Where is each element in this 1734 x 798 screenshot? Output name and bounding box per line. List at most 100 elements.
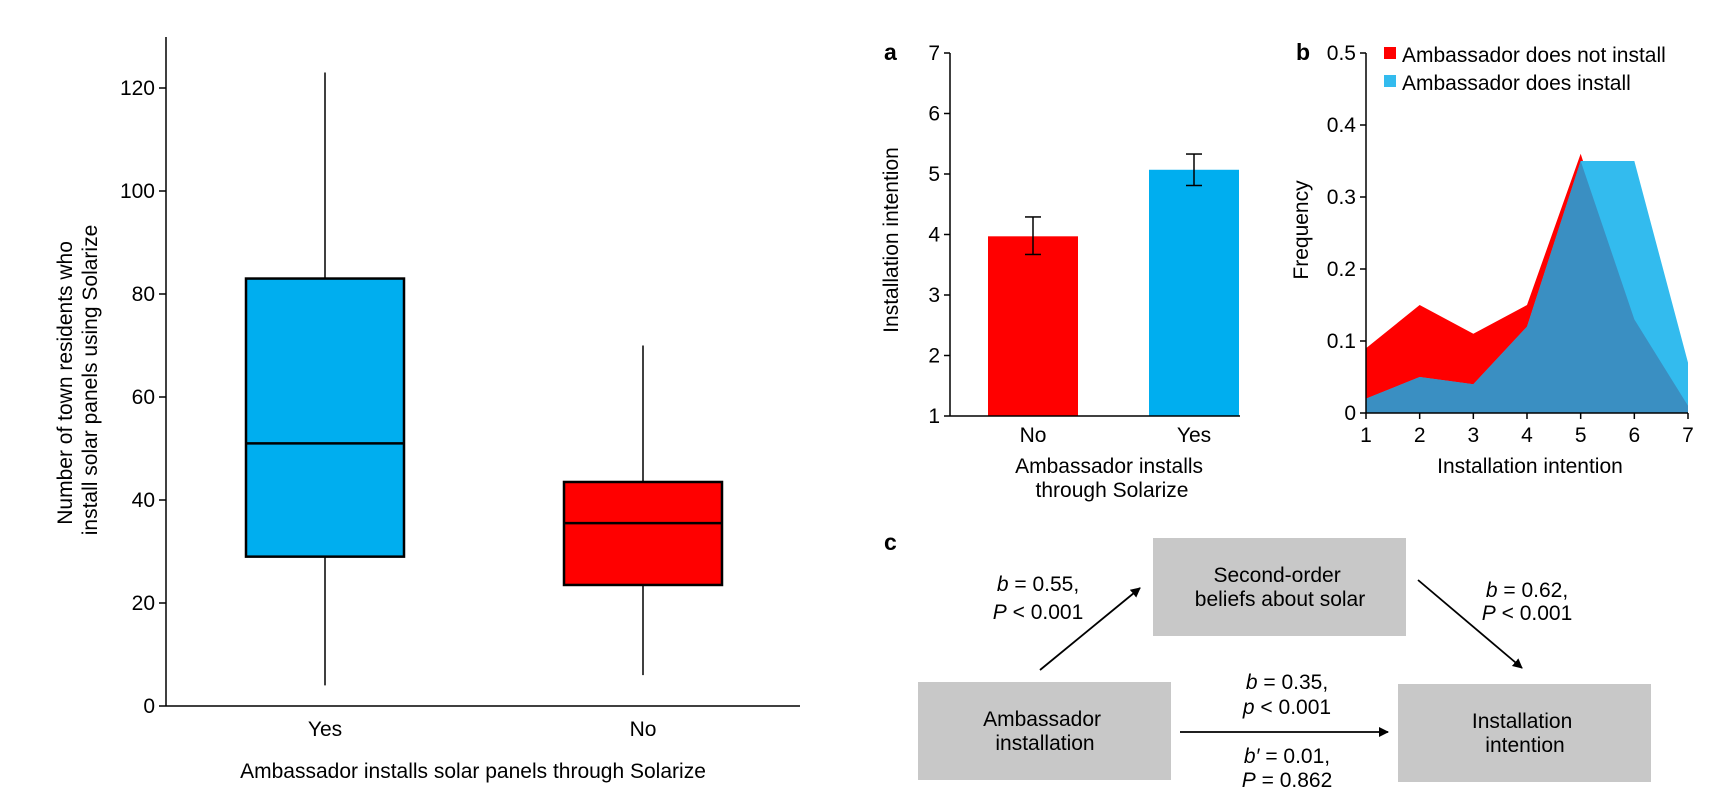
target-node [1398, 684, 1651, 782]
panel-b-xtick-label: 4 [1521, 424, 1533, 447]
boxplot-ytick-label: 60 [132, 386, 155, 409]
panel-b-y-ticks: 0 0.1 0.2 0.3 0.4 0.5 [1327, 42, 1366, 425]
path-b-p-value: < 0.001 [1496, 602, 1572, 625]
panel-b-xtick-label: 6 [1628, 424, 1640, 447]
path-c-total-b-value: = 0.35, [1258, 671, 1329, 694]
panel-b-ytick-label: 0.2 [1327, 258, 1356, 281]
bar [1149, 169, 1239, 416]
path-a-pvalue: P < 0.001 [993, 601, 1084, 624]
box-body [244, 277, 406, 558]
boxplot-ytick-label: 40 [132, 489, 155, 512]
path-a-coefficient: b = 0.55, [997, 573, 1079, 596]
panel-b-ytick-label: 0.3 [1327, 186, 1356, 209]
panel-b-ytick-label: 0.4 [1327, 114, 1357, 137]
panel-b-ytick-label: 0.5 [1327, 42, 1356, 65]
boxplot-xtick-label: No [630, 718, 657, 741]
mediator-node-label: Second-order beliefs about solar [1195, 564, 1365, 611]
panel-c-label: c [884, 529, 897, 555]
panel-b-xtick-label: 3 [1467, 424, 1479, 447]
panel-b-xtick-label: 1 [1360, 424, 1372, 447]
path-c-direct-b-value: = 0.01, [1259, 745, 1330, 768]
panel-b-label: b [1296, 39, 1310, 65]
boxplot-chart: 0 20 40 60 80 100 120 Yes No Ambassador instal… [54, 37, 800, 783]
path-a-p-value: < 0.001 [1007, 601, 1083, 624]
panel-a-ytick-label: 6 [928, 103, 940, 126]
area-overlap [1366, 161, 1688, 413]
panel-b-xtick-label: 5 [1575, 424, 1587, 447]
boxplot-y-axis-label: Number of town residents who install sol… [54, 225, 102, 536]
bar [988, 236, 1078, 416]
bars-layer [988, 153, 1239, 416]
panel-b-legend: Ambassador does not install Ambassador d… [1384, 44, 1666, 95]
panel-a-x-axis-label: Ambassador installs through Solarize [1015, 455, 1209, 502]
panel-c-mediation-diagram: c Second-order beliefs about solar Ambas… [884, 529, 1651, 792]
boxplot-y-axis-label-line: install solar panels using Solarize [79, 225, 102, 536]
panel-a-ytick-label: 3 [928, 284, 940, 307]
path-a-b-symbol: b [997, 573, 1009, 596]
legend-swatch-blue [1384, 75, 1396, 87]
path-c-total-pvalue: p < 0.001 [1242, 696, 1331, 719]
boxplot-ytick-label: 20 [132, 592, 155, 615]
mediator-node-label-line: beliefs about solar [1195, 588, 1365, 611]
panel-b-x-axis-label: Installation intention [1437, 455, 1623, 478]
target-node-label-line: Installation [1472, 710, 1572, 733]
panel-b-xtick-label: 7 [1682, 424, 1694, 447]
boxplot-ytick-label: 120 [120, 77, 155, 100]
path-b-coefficient: b = 0.62, [1486, 579, 1568, 602]
path-c-direct-p-value: = 0.862 [1256, 769, 1332, 792]
path-b-b-value: = 0.62, [1498, 579, 1569, 602]
path-c-direct-p-symbol: P [1242, 769, 1256, 792]
panel-a-bar-chart: a 1 2 3 4 5 6 7 No Yes Ambassador installs thr… [880, 39, 1240, 502]
panel-b-x-ticks: 1 2 3 4 5 6 7 [1360, 413, 1694, 447]
panel-a-xtick-label: Yes [1177, 424, 1211, 447]
legend-label: Ambassador does not install [1402, 44, 1666, 67]
legend-label: Ambassador does install [1402, 72, 1631, 95]
panel-a-x-axis-label-line: through Solarize [1036, 479, 1189, 502]
target-node-label: Installation intention [1472, 710, 1578, 757]
box-layer [244, 72, 724, 686]
panel-b-area-chart: b 0 0.1 0.2 0.3 0.4 0.5 1 2 3 4 5 6 7 Installation … [1290, 39, 1694, 478]
panel-a-ytick-label: 7 [928, 42, 940, 65]
path-a-p-symbol: P [993, 601, 1007, 624]
panel-a-ytick-label: 5 [928, 163, 940, 186]
panel-b-ytick-label: 0.1 [1327, 330, 1356, 353]
path-c-total-b-symbol: b [1246, 671, 1258, 694]
panel-b-xtick-label: 2 [1414, 424, 1426, 447]
path-a-b-value: = 0.55, [1009, 573, 1080, 596]
source-node-label-line: installation [995, 732, 1094, 755]
path-c-total-p-value: < 0.001 [1255, 696, 1331, 719]
panel-a-label: a [884, 39, 897, 65]
arrow-source-to-mediator [1039, 587, 1141, 671]
panel-b-y-axis-label: Frequency [1290, 180, 1313, 280]
mediator-node [1153, 538, 1406, 636]
path-c-direct-coefficient: b′ = 0.01, [1244, 745, 1330, 768]
boxplot-x-axis-label: Ambassador installs solar panels through… [240, 760, 706, 783]
source-node-label: Ambassador installation [983, 708, 1107, 755]
boxplot-ytick-label: 100 [120, 180, 155, 203]
mediator-node-label-line: Second-order [1213, 564, 1340, 587]
box-body [562, 480, 724, 587]
source-node [918, 682, 1171, 780]
path-c-total-p-symbol: p [1242, 696, 1255, 719]
source-node-label-line: Ambassador [983, 708, 1101, 731]
panel-a-ytick-label: 4 [928, 224, 940, 247]
boxplot-y-ticks: 0 20 40 60 80 100 120 [120, 77, 166, 718]
path-c-direct-b-symbol: b′ [1244, 745, 1261, 768]
arrow-mediator-to-target [1417, 579, 1523, 669]
boxplot-ytick-label: 80 [132, 283, 155, 306]
panel-a-ytick-label: 2 [928, 345, 940, 368]
legend-swatch-red [1384, 47, 1396, 59]
boxplot-xtick-label: Yes [308, 718, 342, 741]
path-b-pvalue: P < 0.001 [1482, 602, 1573, 625]
area-layer [1366, 153, 1688, 414]
panel-b-ytick-label: 0 [1344, 402, 1356, 425]
boxplot-y-axis-label-line: Number of town residents who [54, 241, 77, 525]
path-c-direct-pvalue: P = 0.862 [1242, 769, 1333, 792]
path-b-b-symbol: b [1486, 579, 1498, 602]
panel-a-ytick-label: 1 [928, 405, 940, 428]
boxplot-ytick-label: 0 [143, 695, 155, 718]
panel-a-xtick-label: No [1020, 424, 1047, 447]
panel-a-y-ticks: 1 2 3 4 5 6 7 [928, 42, 950, 428]
target-node-label-line: intention [1485, 734, 1564, 757]
